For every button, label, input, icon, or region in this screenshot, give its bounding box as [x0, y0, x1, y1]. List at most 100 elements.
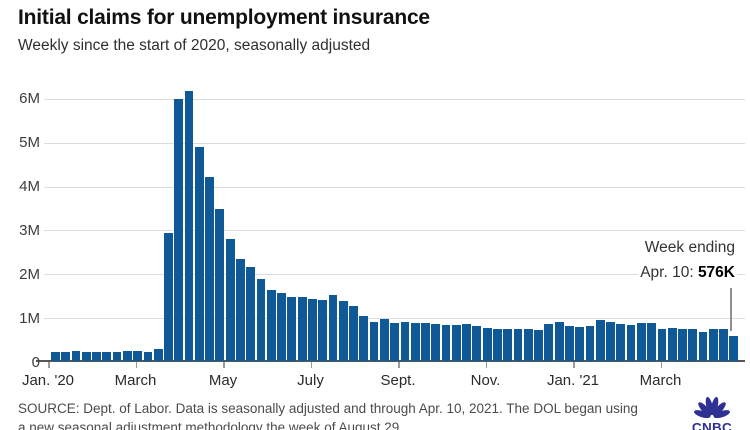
bar-week-39: [441, 324, 451, 361]
bar-week-65: [708, 329, 718, 361]
x-tick-label-4: Sept.: [380, 372, 416, 389]
cnbc-wordmark: CNBC: [691, 420, 733, 430]
x-tick-label-2: May: [208, 372, 238, 389]
x-axis-tick-3: [310, 362, 312, 368]
chart-title: Initial claims for unemployment insuranc…: [18, 6, 430, 29]
y-tick-label-5M: 5M: [19, 134, 40, 152]
bar-week-25: [297, 297, 307, 361]
x-tick-label-1: March: [114, 372, 157, 389]
bar-week-22: [266, 289, 276, 361]
bar-week-44: [493, 329, 502, 361]
bar-week-4: [81, 351, 91, 361]
bar-week-19: [236, 258, 245, 361]
bar-week-58: [636, 323, 646, 361]
bar-week-32: [369, 321, 379, 361]
bar-week-27: [318, 299, 328, 361]
bar-week-61: [667, 327, 677, 361]
bar-week-11: [153, 348, 163, 361]
y-tick-label-0: 0: [31, 353, 40, 371]
bar-week-45: [503, 329, 513, 361]
x-tick-label-0: Jan. '20: [21, 372, 75, 389]
bar-week-67: [729, 335, 739, 361]
x-axis-tick-4: [398, 362, 400, 368]
x-axis-tick-2: [223, 362, 225, 368]
bar-week-66: [719, 328, 728, 361]
bar-week-42: [472, 326, 482, 361]
bar-week-35: [400, 322, 410, 361]
bar-week-43: [482, 327, 492, 361]
bar-week-54: [595, 320, 605, 361]
bar-week-36: [410, 323, 420, 361]
bar-week-9: [133, 351, 143, 361]
y-tick-label-1M: 1M: [19, 309, 40, 327]
bar-week-55: [606, 321, 615, 361]
bar-week-33: [379, 319, 389, 361]
bar-week-1: [51, 351, 60, 361]
x-axis-tick-6: [573, 362, 575, 368]
bar-week-56: [616, 324, 626, 361]
x-axis-tick-7: [660, 362, 662, 368]
y-gridline-4M: [44, 186, 745, 188]
x-axis-tick-0: [48, 362, 50, 368]
y-gridline-1M: [44, 318, 745, 320]
annotation-value: 576K: [697, 263, 735, 281]
bar-week-10: [143, 351, 153, 361]
bar-week-30: [349, 305, 358, 361]
bar-week-16: [205, 176, 214, 361]
bar-week-29: [338, 300, 348, 361]
bar-week-50: [554, 322, 564, 361]
cnbc-peacock-icon: [694, 396, 730, 419]
bar-week-28: [328, 295, 338, 361]
bar-week-41: [462, 324, 471, 361]
bar-week-6: [102, 352, 112, 361]
y-tick-label-2M: 2M: [19, 265, 40, 283]
bar-week-15: [194, 147, 204, 361]
bar-week-63: [688, 329, 698, 361]
bar-week-24: [287, 296, 297, 361]
bar-week-21: [256, 279, 266, 361]
bar-week-18: [225, 239, 235, 361]
bar-week-20: [246, 266, 256, 361]
x-tick-label-3: July: [297, 372, 324, 389]
bar-week-57: [626, 324, 636, 361]
bar-week-5: [92, 352, 101, 361]
bar-week-51: [565, 325, 574, 361]
bar-week-34: [390, 322, 400, 361]
x-axis-tick-1: [135, 362, 137, 368]
bar-week-60: [657, 329, 667, 361]
bar-week-49: [544, 323, 554, 361]
x-axis-line: [36, 360, 745, 362]
bar-week-12: [164, 232, 173, 361]
bar-week-14: [184, 90, 194, 361]
bar-week-47: [523, 329, 533, 361]
y-gridline-3M: [44, 230, 745, 232]
annotation-date: Apr. 10:: [640, 263, 698, 281]
bar-week-64: [698, 332, 708, 361]
bar-week-26: [308, 298, 317, 361]
bar-week-31: [359, 315, 369, 361]
bar-week-53: [585, 325, 595, 361]
last-point-annotation: Week ending Apr. 10: 576K: [638, 236, 737, 286]
cnbc-logo: CNBC: [688, 392, 736, 430]
y-tick-label-3M: 3M: [19, 221, 40, 239]
y-tick-label-6M: 6M: [19, 90, 40, 108]
y-gridline-2M: [44, 274, 745, 276]
bar-week-40: [451, 325, 461, 361]
source-note-line1: SOURCE: Dept. of Labor. Data is seasonal…: [18, 401, 638, 416]
chart-subtitle: Weekly since the start of 2020, seasonal…: [18, 37, 371, 54]
bar-week-48: [534, 329, 543, 361]
bar-week-8: [122, 351, 132, 361]
bar-week-46: [513, 328, 523, 361]
bar-week-52: [575, 326, 585, 361]
y-tick-label-4M: 4M: [19, 178, 40, 196]
bar-week-3: [71, 351, 81, 361]
bar-week-62: [678, 329, 687, 361]
bar-week-7: [112, 351, 122, 361]
x-tick-label-5: Nov.: [470, 372, 501, 389]
bar-week-59: [647, 323, 657, 361]
source-note-line2: a new seasonal adjustment methodology th…: [18, 420, 404, 430]
plot-area: 0 1M 2M 3M 4M 5M 6M Jan. '20 March May July Sept. No…: [0, 85, 750, 389]
bar-week-37: [421, 322, 430, 361]
bar-week-17: [215, 209, 225, 361]
